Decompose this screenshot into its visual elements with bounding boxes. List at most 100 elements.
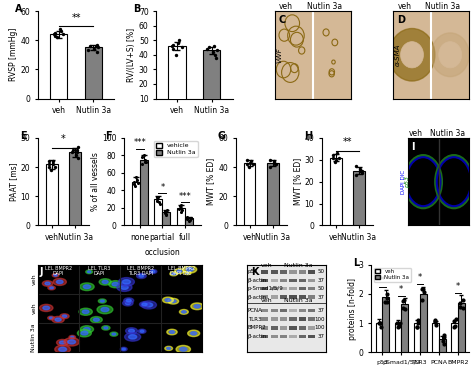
Circle shape (186, 268, 193, 271)
Point (91, 46, 98, 52)
Point (414, 317, 422, 323)
Point (440, 333, 448, 338)
Text: veh: veh (31, 303, 36, 315)
Circle shape (50, 287, 54, 289)
Bar (50, 34, 67, 98)
Point (209, 49, 217, 55)
Circle shape (59, 347, 66, 352)
Point (176, 203, 183, 209)
Bar (132, 182, 140, 225)
Circle shape (69, 335, 75, 339)
Circle shape (139, 302, 149, 307)
Y-axis label: RVSP [mmHg]: RVSP [mmHg] (9, 28, 18, 81)
Circle shape (120, 347, 127, 351)
Circle shape (64, 338, 79, 346)
Point (211, 52, 219, 58)
Y-axis label: PAAT [ms]: PAAT [ms] (9, 162, 18, 201)
Point (170, 41, 177, 47)
Point (142, 159, 150, 164)
Point (459, 298, 466, 304)
Point (74, 155, 82, 161)
Point (246, 160, 254, 166)
Point (183, 217, 191, 222)
Legend: veh, Nutlin 3a: veh, Nutlin 3a (374, 268, 411, 282)
Circle shape (174, 269, 184, 274)
Point (383, 295, 391, 301)
Point (140, 152, 148, 158)
Circle shape (126, 328, 137, 334)
Circle shape (99, 279, 111, 285)
Point (175, 206, 183, 212)
Text: ***: *** (134, 138, 146, 147)
Point (376, 320, 384, 326)
Circle shape (124, 298, 134, 303)
Circle shape (100, 300, 104, 302)
Point (46, 158, 53, 164)
Bar (309, 295, 315, 299)
Point (247, 158, 255, 164)
Point (177, 205, 185, 211)
Bar (267, 163, 279, 225)
Y-axis label: proteins [n-fold]: proteins [n-fold] (348, 277, 357, 339)
Text: veh: veh (279, 2, 293, 11)
Text: 37: 37 (318, 334, 325, 339)
Circle shape (71, 336, 74, 338)
Circle shape (180, 347, 187, 351)
Point (419, 297, 426, 303)
Point (73, 147, 81, 153)
Point (244, 161, 251, 167)
Point (212, 55, 219, 61)
Text: 100: 100 (314, 325, 325, 330)
Bar (280, 326, 287, 330)
Text: Nutlin 3a: Nutlin 3a (425, 2, 460, 11)
Text: VWF: VWF (276, 47, 282, 63)
Point (413, 324, 421, 330)
Circle shape (102, 280, 108, 284)
Bar (280, 279, 287, 282)
Bar (413, 323, 420, 352)
Text: Nutlin 3a: Nutlin 3a (31, 323, 36, 352)
Text: Nutlin 3a: Nutlin 3a (430, 129, 465, 138)
Circle shape (82, 310, 89, 313)
Text: C: C (278, 15, 286, 25)
Point (399, 298, 407, 304)
Bar (280, 335, 287, 338)
Circle shape (138, 329, 146, 333)
Text: L: L (353, 258, 360, 268)
Point (138, 154, 146, 160)
Circle shape (97, 305, 113, 314)
Circle shape (170, 272, 177, 276)
Text: veh: veh (261, 264, 273, 268)
Point (162, 208, 169, 214)
Circle shape (110, 332, 118, 336)
Text: Nutlin 3a: Nutlin 3a (307, 2, 342, 11)
Text: E: E (20, 131, 27, 141)
Point (432, 318, 439, 324)
Circle shape (128, 329, 135, 333)
Point (87, 43, 94, 49)
Circle shape (55, 345, 71, 353)
Point (177, 209, 184, 215)
Bar (451, 323, 458, 352)
Y-axis label: RV/(LV+S) [%]: RV/(LV+S) [%] (127, 28, 136, 82)
Circle shape (56, 280, 63, 284)
Bar (290, 295, 297, 299)
Circle shape (183, 266, 197, 273)
Text: LEL BMPR2
TLR3 DAPI: LEL BMPR2 TLR3 DAPI (127, 266, 154, 276)
Text: PCNA: PCNA (248, 308, 263, 313)
Text: **: ** (72, 13, 81, 23)
Circle shape (54, 275, 57, 276)
Text: Nutlin 3a: Nutlin 3a (284, 298, 312, 302)
Bar (271, 309, 278, 312)
Circle shape (168, 298, 179, 304)
Point (51, 30, 59, 36)
Point (376, 320, 383, 326)
Text: *: * (399, 285, 403, 294)
Point (400, 305, 407, 310)
Circle shape (184, 271, 191, 275)
Bar (261, 309, 268, 312)
Point (183, 214, 191, 219)
Bar (280, 295, 287, 299)
Bar (261, 279, 268, 282)
Point (162, 211, 170, 217)
